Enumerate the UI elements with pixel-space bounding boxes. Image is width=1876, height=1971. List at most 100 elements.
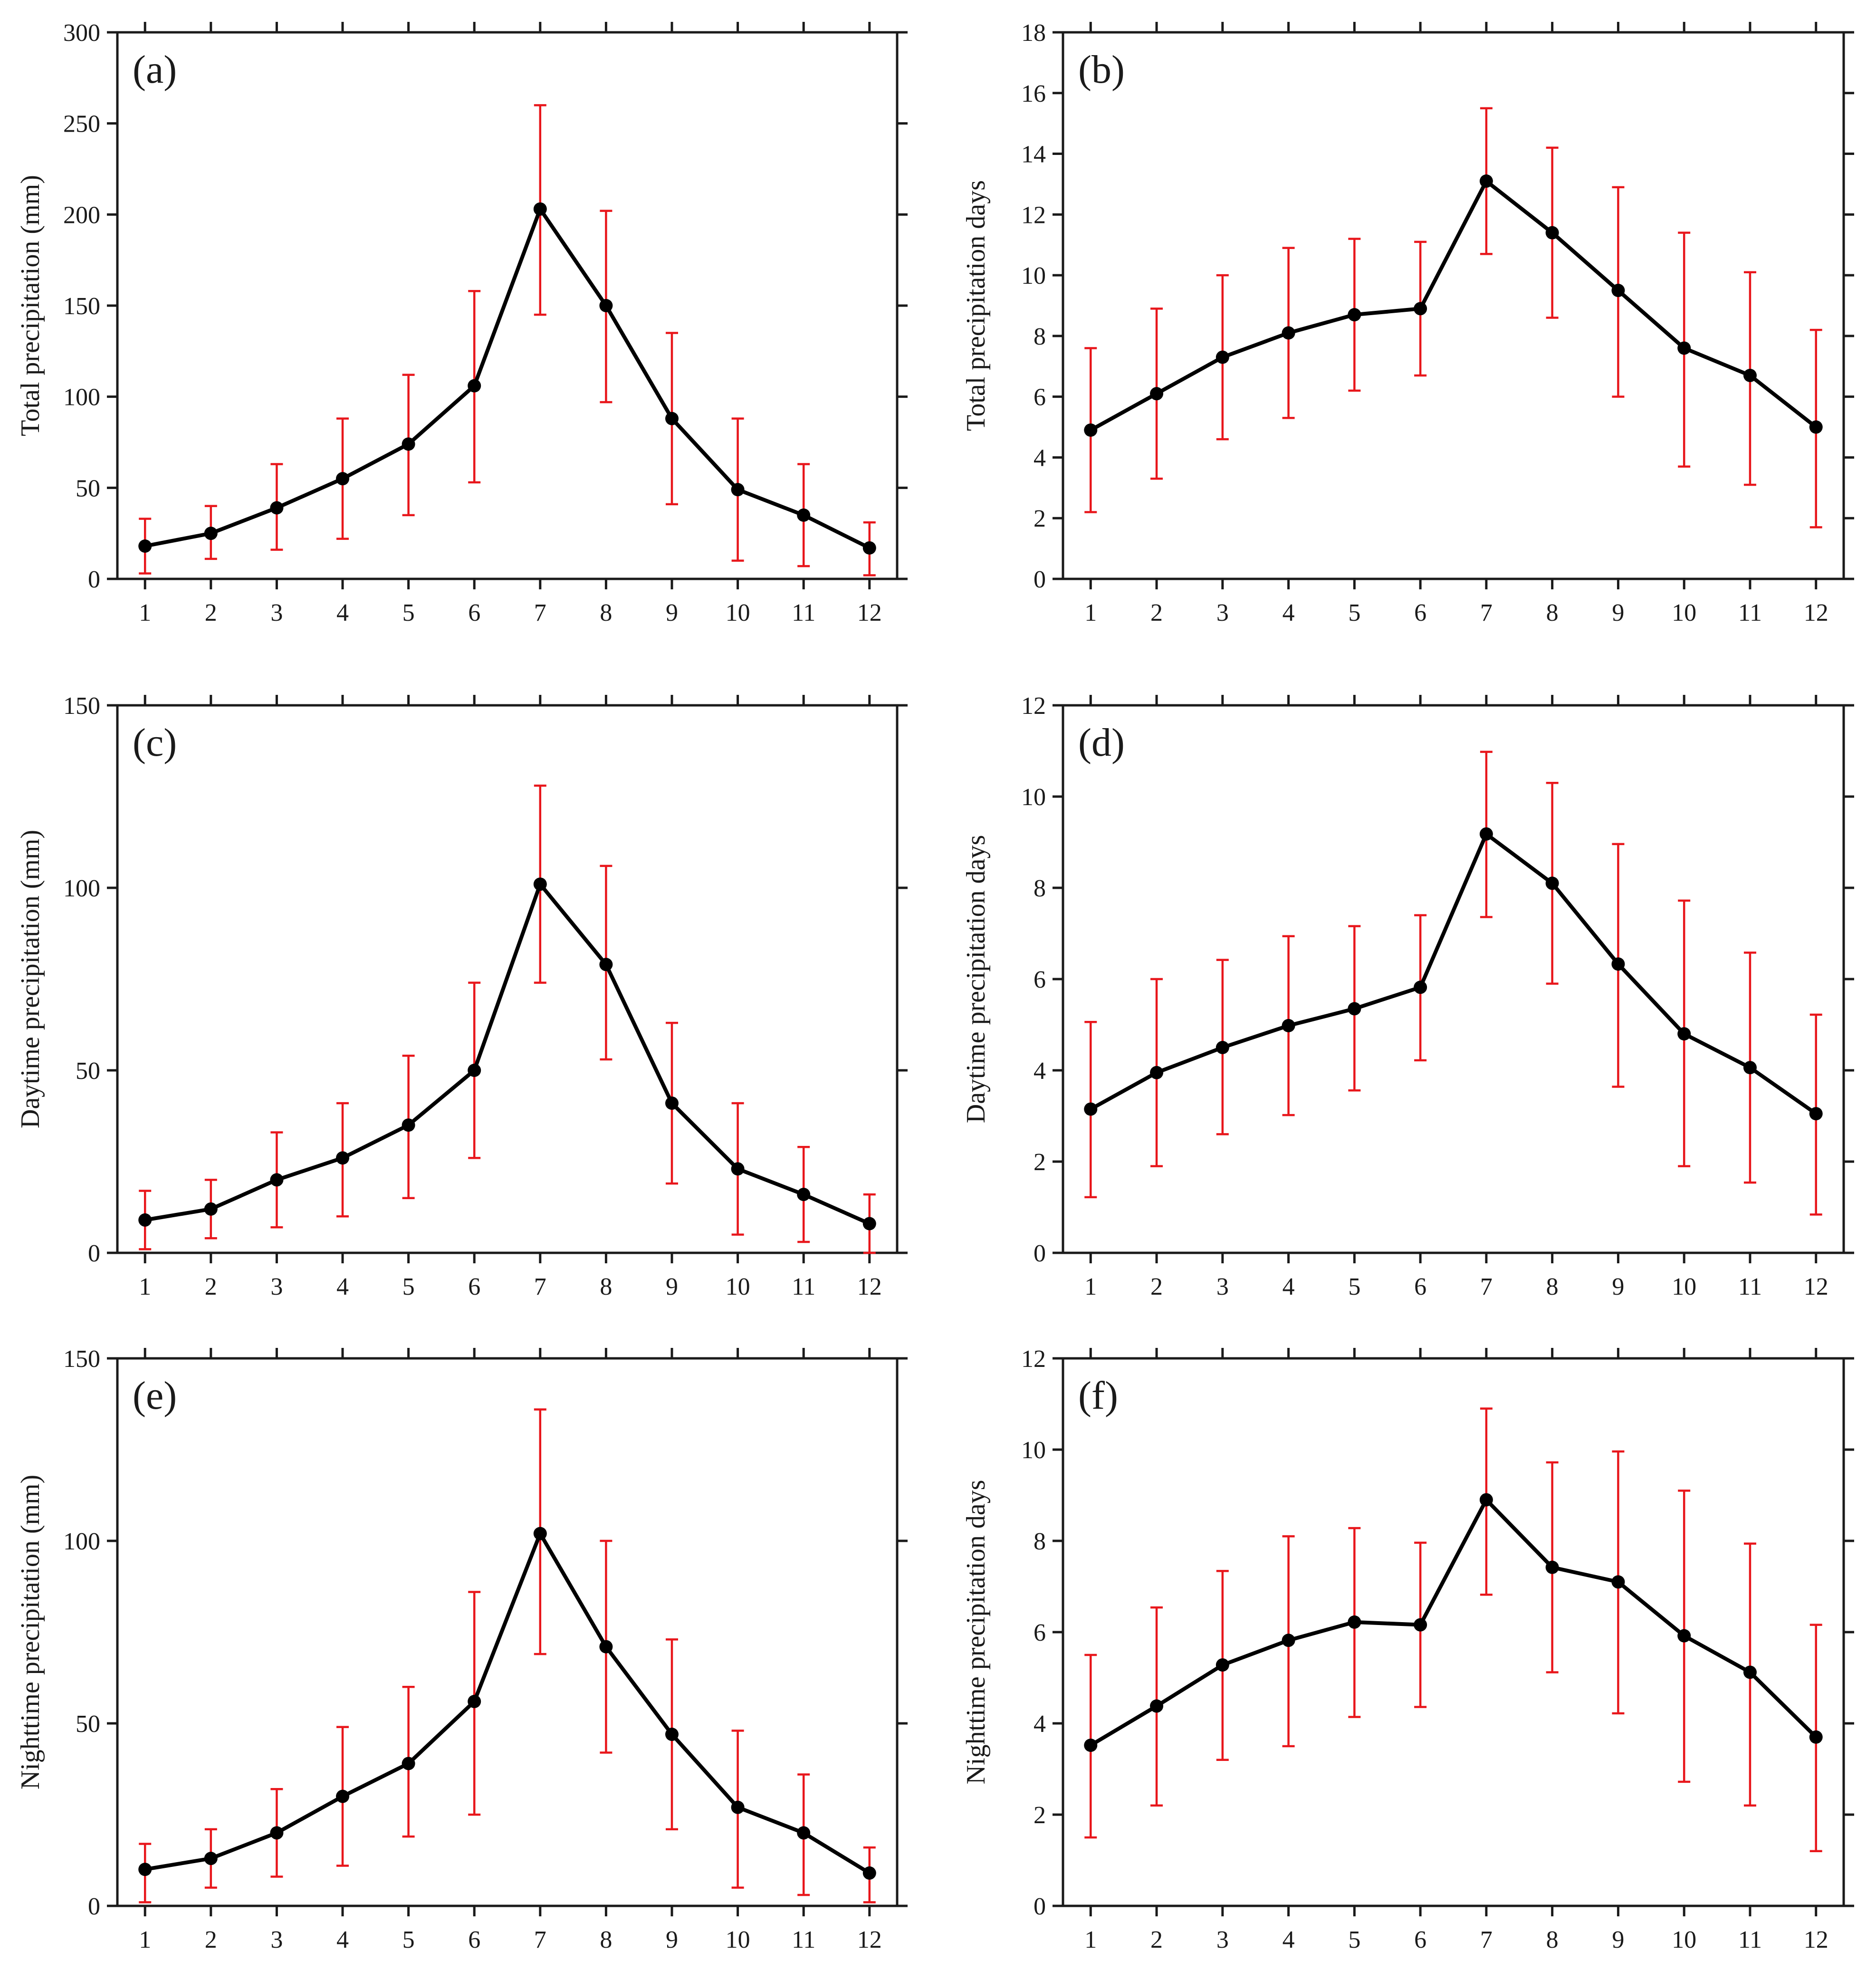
plot-frame xyxy=(1062,704,1845,1254)
x-tick-label: 1 xyxy=(1084,599,1097,626)
data-point xyxy=(1084,423,1098,437)
data-point xyxy=(1479,174,1493,188)
data-point xyxy=(1677,1027,1691,1041)
y-tick-label: 8 xyxy=(1034,323,1046,350)
x-tick-label: 5 xyxy=(1348,599,1360,626)
data-point xyxy=(599,958,613,971)
data-point xyxy=(533,877,547,891)
data-point xyxy=(1150,387,1164,401)
data-point xyxy=(1084,1102,1098,1116)
data-point xyxy=(797,1826,811,1840)
data-point xyxy=(862,1217,876,1231)
x-tick-label: 8 xyxy=(1546,599,1559,626)
x-tick-label: 4 xyxy=(1283,1926,1295,1953)
data-point xyxy=(138,1863,152,1876)
x-tick-label: 12 xyxy=(857,1273,882,1300)
data-point xyxy=(402,1118,415,1132)
x-tick-label: 7 xyxy=(534,1926,546,1953)
y-axis-label: Daytime precipitation (mm) xyxy=(16,830,45,1128)
x-tick-label: 10 xyxy=(726,1273,750,1300)
y-axis-label: Total precipitation days xyxy=(961,180,991,431)
x-tick-label: 7 xyxy=(1480,1926,1493,1953)
x-tick-label: 2 xyxy=(1150,1273,1163,1300)
data-point xyxy=(731,1800,745,1814)
y-tick-label: 10 xyxy=(1021,262,1046,289)
x-tick-label: 12 xyxy=(857,1926,882,1953)
y-tick-label: 6 xyxy=(1034,1619,1046,1646)
data-point xyxy=(1677,341,1691,355)
data-point xyxy=(599,299,613,312)
x-tick-label: 12 xyxy=(1804,599,1828,626)
series-line xyxy=(144,882,871,1226)
series-line xyxy=(1090,1498,1818,1747)
data-point xyxy=(1479,827,1493,841)
y-tick-label: 0 xyxy=(88,1893,100,1920)
data-point xyxy=(204,1202,218,1216)
x-tick-label: 3 xyxy=(270,1273,283,1300)
x-tick-label: 4 xyxy=(1283,1273,1295,1300)
y-axis-label: Nighttime precipitation (mm) xyxy=(16,1475,45,1790)
data-point xyxy=(1611,957,1625,971)
data-point xyxy=(138,1213,152,1227)
data-point xyxy=(1348,1002,1361,1016)
data-point xyxy=(1743,1061,1757,1075)
y-tick-label: 4 xyxy=(1034,444,1046,471)
x-tick-label: 6 xyxy=(1414,1273,1426,1300)
data-point xyxy=(336,1151,350,1165)
y-tick-label: 50 xyxy=(76,1711,100,1738)
data-point xyxy=(1216,350,1229,364)
y-tick-label: 12 xyxy=(1021,692,1046,720)
y-tick-label: 200 xyxy=(63,202,100,229)
x-tick-label: 12 xyxy=(857,599,882,626)
x-tick-label: 2 xyxy=(1150,599,1163,626)
x-tick-label: 5 xyxy=(1348,1273,1360,1300)
y-tick-label: 4 xyxy=(1034,1711,1046,1738)
data-point xyxy=(1150,1066,1164,1079)
x-tick-label: 2 xyxy=(1150,1926,1163,1953)
data-point xyxy=(336,472,350,486)
x-tick-label: 11 xyxy=(792,1926,815,1953)
plot-frame xyxy=(1062,31,1845,580)
plot-frame xyxy=(116,1357,899,1907)
data-point xyxy=(1545,1560,1559,1574)
x-tick-label: 2 xyxy=(205,599,217,626)
y-tick-label: 12 xyxy=(1021,202,1046,229)
data-point xyxy=(138,539,152,553)
data-point xyxy=(731,1162,745,1176)
x-tick-label: 3 xyxy=(1216,1273,1229,1300)
x-tick-label: 5 xyxy=(402,599,415,626)
x-tick-label: 10 xyxy=(1672,1926,1696,1953)
data-point xyxy=(665,1728,679,1741)
y-tick-label: 0 xyxy=(1034,566,1046,593)
data-point xyxy=(1545,876,1559,890)
data-point xyxy=(270,1826,284,1840)
y-tick-label: 4 xyxy=(1034,1058,1046,1085)
data-point xyxy=(533,1527,547,1540)
y-tick-label: 300 xyxy=(63,19,100,47)
x-tick-label: 2 xyxy=(205,1273,217,1300)
x-tick-label: 3 xyxy=(1216,599,1229,626)
data-point xyxy=(1414,1618,1427,1632)
x-tick-label: 11 xyxy=(1738,1926,1762,1953)
x-tick-label: 10 xyxy=(726,1926,750,1953)
data-point xyxy=(665,1096,679,1110)
x-tick-label: 3 xyxy=(270,1926,283,1953)
x-tick-label: 8 xyxy=(600,599,612,626)
data-point xyxy=(1348,1615,1361,1629)
plot-frame xyxy=(116,31,899,580)
y-tick-label: 50 xyxy=(76,1058,100,1085)
x-tick-label: 11 xyxy=(792,1273,815,1300)
x-tick-label: 10 xyxy=(1672,599,1696,626)
x-tick-label: 11 xyxy=(1738,1273,1762,1300)
data-point xyxy=(1743,368,1757,382)
x-tick-label: 6 xyxy=(1414,599,1426,626)
x-tick-label: 1 xyxy=(1084,1273,1097,1300)
x-tick-label: 11 xyxy=(792,599,815,626)
x-tick-label: 9 xyxy=(666,1926,678,1953)
x-tick-label: 5 xyxy=(402,1926,415,1953)
y-tick-label: 150 xyxy=(63,692,100,720)
y-tick-label: 2 xyxy=(1034,1149,1046,1176)
